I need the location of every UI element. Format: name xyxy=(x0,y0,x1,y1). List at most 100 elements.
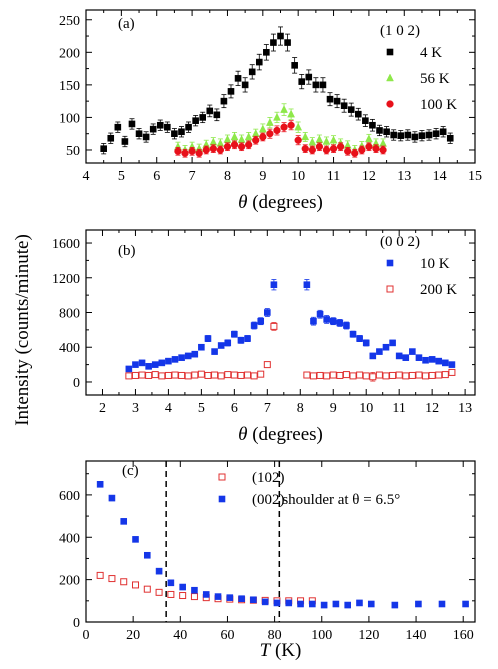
data-point xyxy=(138,359,146,367)
data-point xyxy=(217,372,225,380)
data-point xyxy=(336,319,344,327)
data-point xyxy=(342,371,350,379)
data-point xyxy=(291,62,298,69)
legend-marker xyxy=(386,100,394,108)
legend-title: (0 0 2) xyxy=(380,234,420,250)
data-point xyxy=(211,348,218,355)
data-point xyxy=(408,371,416,379)
series-1 xyxy=(125,322,456,382)
data-point xyxy=(428,371,436,379)
data-point xyxy=(145,363,152,370)
x-tick-label: 13 xyxy=(458,401,472,416)
data-point xyxy=(224,339,232,347)
plot-frame xyxy=(85,460,476,623)
data-point xyxy=(238,595,245,602)
data-point xyxy=(382,372,390,380)
data-point xyxy=(131,371,139,379)
data-point xyxy=(231,330,238,338)
panel-b: 2 3 4 5 6 7 8 9 10 11 12 13 0 400 800 1200 1600 (b) (0 0 2… xyxy=(52,229,476,445)
data-point xyxy=(273,599,281,607)
data-point xyxy=(332,600,340,608)
data-point xyxy=(358,146,366,154)
x-tick-label: 3 xyxy=(132,401,139,416)
x-tick-label: 60 xyxy=(220,628,234,643)
data-point xyxy=(223,135,232,143)
data-point xyxy=(244,335,251,342)
x-tick-label: 6 xyxy=(153,169,160,184)
data-point xyxy=(395,352,403,360)
data-point xyxy=(125,365,133,373)
data-point xyxy=(143,551,151,559)
x-tick-label: 0 xyxy=(83,628,90,643)
panel-c: 0 20 40 60 80 100 120 140 160 0 200 400 600 (c) (102) (… xyxy=(59,460,476,661)
data-point xyxy=(217,342,225,349)
x-tick-label: 10 xyxy=(291,169,305,184)
data-point xyxy=(220,97,228,105)
data-point xyxy=(227,88,235,95)
data-point xyxy=(198,343,205,351)
x-tick-label: 6 xyxy=(231,401,238,416)
data-point xyxy=(120,578,128,586)
data-point xyxy=(179,583,186,591)
data-point xyxy=(248,68,256,76)
data-point xyxy=(301,145,309,153)
data-point xyxy=(340,102,348,110)
data-point xyxy=(151,371,159,379)
legend-marker xyxy=(386,285,394,293)
data-point xyxy=(308,146,316,154)
data-point xyxy=(244,132,253,141)
data-point xyxy=(280,123,288,131)
data-point xyxy=(167,579,175,587)
data-point xyxy=(252,136,260,144)
data-point xyxy=(372,145,380,153)
data-point xyxy=(439,128,447,136)
x-tick-label: 15 xyxy=(468,169,482,184)
x-tick-label: 7 xyxy=(264,401,271,416)
x-tick-label: 11 xyxy=(392,401,405,416)
legend-label: 200 K xyxy=(420,282,457,298)
x-tick-label: 9 xyxy=(259,169,266,184)
data-point xyxy=(261,598,269,606)
data-point xyxy=(244,371,252,379)
data-point xyxy=(280,105,288,113)
data-point xyxy=(349,372,357,380)
data-point xyxy=(108,494,116,502)
data-point xyxy=(362,372,370,380)
data-point xyxy=(333,97,341,105)
x-axis-label-symbol: θ xyxy=(238,424,247,445)
data-point xyxy=(270,39,277,46)
y-tick-label: 50 xyxy=(66,144,80,159)
data-point xyxy=(216,146,225,154)
data-point xyxy=(270,322,278,330)
data-point xyxy=(191,586,198,594)
x-tick-label: 8 xyxy=(224,169,231,184)
data-point xyxy=(284,39,291,46)
data-point xyxy=(344,601,351,609)
data-point xyxy=(258,124,267,133)
data-point xyxy=(442,359,449,367)
data-point xyxy=(245,141,253,149)
x-tick-label: 5 xyxy=(198,401,205,416)
data-point xyxy=(297,600,304,608)
data-point xyxy=(237,336,245,344)
x-axis-label-rest: (degrees) xyxy=(247,192,322,213)
data-point xyxy=(367,600,375,608)
x-tick-label: 7 xyxy=(189,169,196,184)
data-point xyxy=(365,143,373,151)
data-point xyxy=(158,372,166,380)
data-point xyxy=(397,132,405,139)
data-point xyxy=(151,361,159,368)
data-point xyxy=(312,81,320,89)
legend-marker xyxy=(386,259,394,267)
data-point xyxy=(191,350,199,358)
legend-marker xyxy=(218,495,226,503)
data-point xyxy=(435,371,443,379)
data-point xyxy=(165,357,172,365)
data-point xyxy=(204,371,212,379)
x-tick-label: 4 xyxy=(165,401,172,416)
data-point xyxy=(132,361,139,368)
series-0 xyxy=(125,279,456,373)
data-point xyxy=(402,372,410,380)
data-point xyxy=(356,599,363,607)
